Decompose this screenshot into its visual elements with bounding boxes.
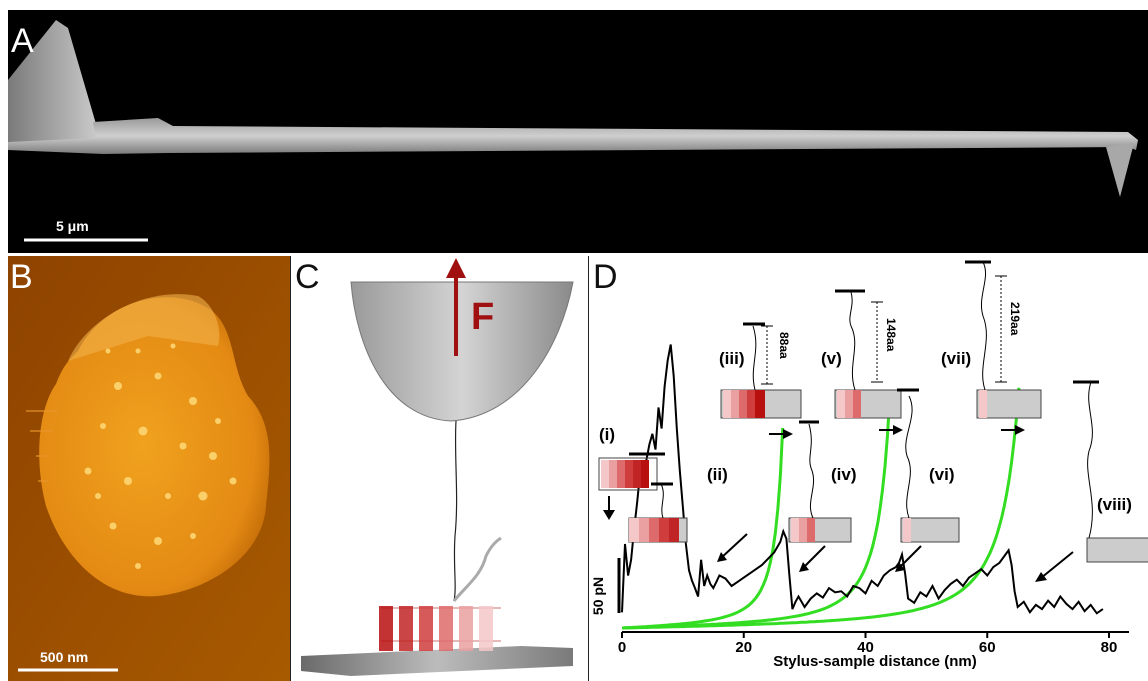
cantilever-chip [8,20,103,148]
state-v-cartoon [834,289,903,435]
length-label-219aa: 219aa [1008,302,1022,336]
transmembrane-helices [379,606,493,651]
rupture-arrows [720,533,1074,579]
panel-a-sem-image: A 5 μm [8,10,1148,253]
state-label-iii: (iii) [719,349,745,368]
panel-b-afm-image: B 500 nm [8,256,290,681]
state-ii-cartoon [628,482,688,543]
stylus-tip [350,281,574,422]
panel-label-b: B [10,258,33,296]
scale-bar-label-b: 500 nm [40,649,89,665]
force-scale-bar-label: 50 pN [590,577,606,615]
x-tick-label: 0 [618,639,626,656]
force-arrow-head [446,258,466,278]
patch-streaks [26,410,58,482]
x-tick-labels: 0 20 40 60 80 [618,632,1118,656]
x-axis-label: Stylus-sample distance (nm) [773,653,976,670]
state-label-i: (i) [599,425,615,444]
panel-label-a: A [11,22,34,60]
panel-label-d: D [593,258,618,296]
protein-particles [84,343,237,569]
pulling-schematic [301,258,574,676]
state-iii-cartoon [720,322,802,439]
state-label-vi: (vi) [929,465,955,484]
membrane-patch [39,297,270,597]
cantilever-image [8,20,1138,242]
state-label-ii: (ii) [707,465,728,484]
length-label-148aa: 148aa [884,318,898,352]
scale-bar-label-a: 5 μm [56,218,89,234]
state-vi-cartoon [897,388,960,543]
cantilever-beam [8,118,1138,154]
state-label-iv: (iv) [831,465,857,484]
panel-c-schematic: C F [290,256,589,681]
force-trace [621,344,1104,615]
state-label-v: (v) [821,349,842,368]
state-label-viii: (viii) [1097,495,1132,514]
unfolded-chain [453,420,458,602]
membrane-patch-rim [68,294,220,361]
state-iv-cartoon [788,420,852,543]
x-tick-label: 20 [735,639,752,656]
x-tick-label: 60 [979,639,996,656]
force-label: F [471,296,495,338]
c-terminal-loop [452,536,502,602]
panel-d-force-curve: 0 20 40 60 80 50 pN Stylus-sample distance (… [588,256,1148,681]
force-distance-chart: 0 20 40 60 80 50 pN Stylus-sample distance (… [590,260,1148,670]
wlc-fit-curve-3 [621,387,1021,630]
state-viii-cartoon [1073,380,1148,563]
x-tick-label: 40 [857,639,874,656]
length-label-88aa: 88aa [777,332,791,359]
wlc-fit-curves [621,387,1021,630]
rupture-arrowheads [717,552,1047,582]
state-vii-cartoon [965,260,1042,435]
state-i-cartoon [598,452,665,520]
panel-label-c: C [295,258,320,296]
cantilever-tip [1106,143,1134,197]
state-label-vii: (vii) [941,349,971,368]
afm-topograph [8,256,290,681]
x-tick-label: 80 [1101,639,1118,656]
membrane-slab [301,646,573,676]
